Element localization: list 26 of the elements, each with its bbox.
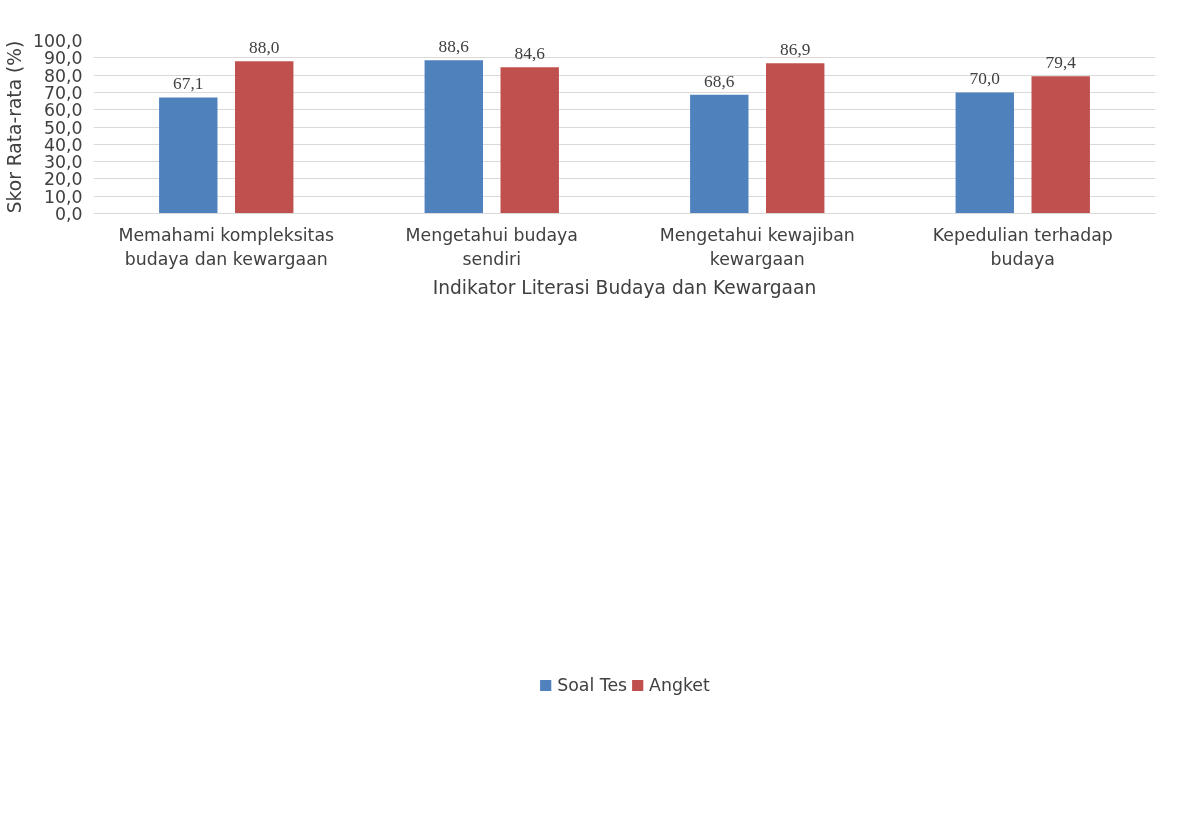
legend-label: Angket: [649, 675, 710, 695]
y-axis-title: Skor Rata-rata (%): [3, 40, 25, 214]
bar: [500, 67, 559, 214]
data-label: 79,4: [1045, 53, 1077, 73]
bar: [766, 63, 825, 214]
bar: [955, 92, 1014, 214]
x-axis-title: Indikator Literasi Budaya dan Kewargaan: [432, 276, 817, 298]
y-tick-label: 0,0: [54, 204, 83, 224]
data-label: 70,0: [969, 69, 1000, 89]
x-tick-label: Mengetahui budaya sendiri: [405, 224, 578, 269]
data-label: 68,6: [704, 71, 735, 91]
x-tick-label: Mengetahui kewajiban kewargaan: [659, 224, 855, 269]
data-label: 67,1: [173, 74, 204, 94]
data-label: 88,0: [249, 38, 280, 58]
x-tick-label: Memahami kompleksitas budaya dan kewargaan: [118, 224, 335, 269]
bar: [159, 97, 218, 214]
legend-label: Soal Tes: [557, 675, 628, 695]
bar: [1031, 76, 1090, 214]
x-tick-label: Kepedulian terhadap budaya: [932, 224, 1113, 269]
bar: [690, 94, 749, 214]
bar: [235, 61, 294, 214]
data-label: 84,6: [514, 44, 546, 64]
y-tick-label: 100,0: [32, 31, 83, 51]
data-label: 86,9: [780, 40, 811, 60]
data-label: 88,6: [438, 37, 470, 57]
bar: [424, 60, 483, 214]
